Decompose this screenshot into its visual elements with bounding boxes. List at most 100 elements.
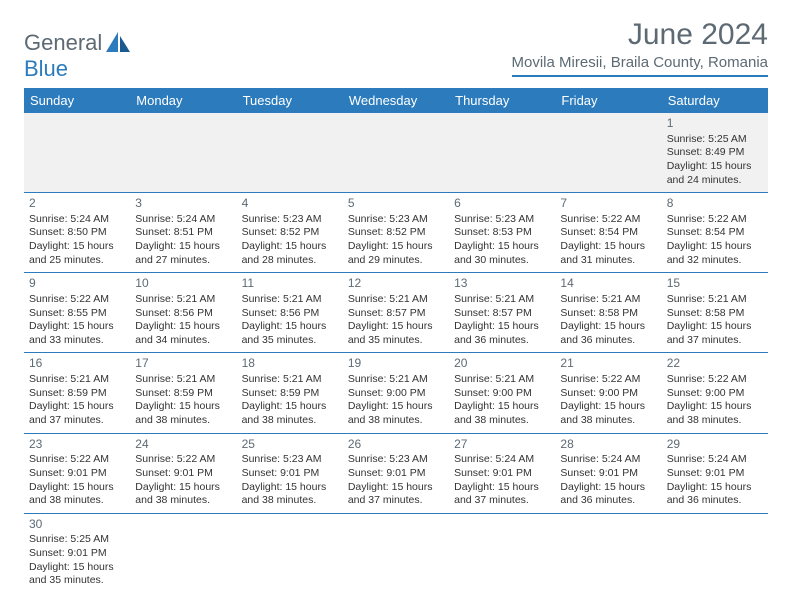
calendar-cell: 30Sunrise: 5:25 AMSunset: 9:01 PMDayligh… [24, 513, 130, 593]
calendar-cell: 28Sunrise: 5:24 AMSunset: 9:01 PMDayligh… [555, 433, 661, 513]
day-info-line: and 24 minutes. [667, 174, 763, 188]
day-info-line: Sunrise: 5:21 AM [454, 293, 550, 307]
day-number: 27 [454, 437, 550, 453]
day-info-line: Sunrise: 5:24 AM [560, 453, 656, 467]
day-info: Sunrise: 5:21 AMSunset: 9:00 PMDaylight:… [348, 373, 444, 428]
calendar-cell: 27Sunrise: 5:24 AMSunset: 9:01 PMDayligh… [449, 433, 555, 513]
day-info-line: Sunset: 9:00 PM [348, 387, 444, 401]
weekday-header: Thursday [449, 88, 555, 113]
day-number: 2 [29, 196, 125, 212]
day-number: 23 [29, 437, 125, 453]
day-info-line: Sunset: 8:56 PM [135, 307, 231, 321]
day-number: 29 [667, 437, 763, 453]
calendar-cell: 25Sunrise: 5:23 AMSunset: 9:01 PMDayligh… [237, 433, 343, 513]
day-info-line: and 35 minutes. [348, 334, 444, 348]
calendar-cell: 3Sunrise: 5:24 AMSunset: 8:51 PMDaylight… [130, 193, 236, 273]
calendar-cell [343, 513, 449, 593]
calendar-table: Sunday Monday Tuesday Wednesday Thursday… [24, 88, 768, 593]
day-info-line: Sunrise: 5:21 AM [348, 373, 444, 387]
day-info: Sunrise: 5:21 AMSunset: 8:57 PMDaylight:… [348, 293, 444, 348]
calendar-cell [24, 113, 130, 193]
day-info-line: and 38 minutes. [135, 414, 231, 428]
location-label: Movila Miresii, Braila County, Romania [512, 54, 768, 77]
day-info-line: Sunrise: 5:23 AM [454, 213, 550, 227]
day-number: 24 [135, 437, 231, 453]
day-number: 18 [242, 356, 338, 372]
calendar-cell [130, 513, 236, 593]
day-info-line: Daylight: 15 hours [29, 320, 125, 334]
day-info-line: Daylight: 15 hours [667, 400, 763, 414]
day-info-line: Sunrise: 5:21 AM [135, 373, 231, 387]
day-info: Sunrise: 5:23 AMSunset: 9:01 PMDaylight:… [348, 453, 444, 508]
calendar-cell [237, 513, 343, 593]
day-info-line: Sunrise: 5:25 AM [29, 533, 125, 547]
day-info-line: Sunrise: 5:22 AM [560, 373, 656, 387]
day-info-line: Daylight: 15 hours [29, 400, 125, 414]
day-info-line: and 38 minutes. [135, 494, 231, 508]
day-info-line: and 36 minutes. [454, 334, 550, 348]
day-info-line: and 29 minutes. [348, 254, 444, 268]
day-info-line: Sunrise: 5:25 AM [667, 133, 763, 147]
day-info-line: Daylight: 15 hours [29, 561, 125, 575]
calendar-cell: 8Sunrise: 5:22 AMSunset: 8:54 PMDaylight… [662, 193, 768, 273]
day-info: Sunrise: 5:21 AMSunset: 8:59 PMDaylight:… [242, 373, 338, 428]
day-info-line: Sunrise: 5:24 AM [29, 213, 125, 227]
calendar-cell: 2Sunrise: 5:24 AMSunset: 8:50 PMDaylight… [24, 193, 130, 273]
day-info-line: Sunrise: 5:23 AM [242, 453, 338, 467]
weekday-header: Saturday [662, 88, 768, 113]
day-number: 25 [242, 437, 338, 453]
calendar-row: 23Sunrise: 5:22 AM Sunset: 9:01 PM Dayligh… [24, 433, 768, 513]
calendar-cell: 12Sunrise: 5:21 AMSunset: 8:57 PMDayligh… [343, 273, 449, 353]
day-info-line: and 37 minutes. [667, 334, 763, 348]
calendar-cell: 22Sunrise: 5:22 AMSunset: 9:00 PMDayligh… [662, 353, 768, 433]
day-number: 19 [348, 356, 444, 372]
day-info-line: Sunrise: 5:24 AM [454, 453, 550, 467]
day-number: 17 [135, 356, 231, 372]
day-info-line: and 28 minutes. [242, 254, 338, 268]
day-info-line: Sunrise: 5:22 AM [667, 213, 763, 227]
day-info-line: Sunrise: 5:21 AM [454, 373, 550, 387]
day-info: Sunrise: 5:22 AMSunset: 8:54 PMDaylight:… [667, 213, 763, 268]
day-info-line: Sunset: 9:01 PM [667, 467, 763, 481]
day-number: 22 [667, 356, 763, 372]
day-info-line: Sunrise: 5:21 AM [242, 293, 338, 307]
day-number: 30 [29, 517, 125, 533]
calendar-cell: 9Sunrise: 5:22 AMSunset: 8:55 PMDaylight… [24, 273, 130, 353]
day-info-line: Sunset: 8:54 PM [560, 226, 656, 240]
sail-icon [104, 30, 134, 59]
day-info-line: Sunrise: 5:21 AM [348, 293, 444, 307]
day-number: 3 [135, 196, 231, 212]
calendar-cell: 13Sunrise: 5:21 AMSunset: 8:57 PMDayligh… [449, 273, 555, 353]
weekday-header: Sunday [24, 88, 130, 113]
day-info: Sunrise: 5:24 AMSunset: 9:01 PMDaylight:… [667, 453, 763, 508]
calendar-cell [449, 113, 555, 193]
day-info-line: Sunrise: 5:21 AM [242, 373, 338, 387]
day-info-line: Daylight: 15 hours [560, 240, 656, 254]
day-info-line: and 35 minutes. [29, 574, 125, 588]
logo-text: General Blue [24, 30, 102, 82]
day-info-line: Sunset: 8:52 PM [242, 226, 338, 240]
day-info-line: Daylight: 15 hours [560, 481, 656, 495]
day-info-line: Sunrise: 5:22 AM [29, 453, 125, 467]
day-info-line: Sunset: 8:54 PM [667, 226, 763, 240]
day-info-line: and 33 minutes. [29, 334, 125, 348]
calendar-cell: 7Sunrise: 5:22 AMSunset: 8:54 PMDaylight… [555, 193, 661, 273]
day-info-line: and 32 minutes. [667, 254, 763, 268]
day-info-line: Sunset: 9:01 PM [242, 467, 338, 481]
calendar-cell [343, 113, 449, 193]
day-info-line: Daylight: 15 hours [454, 320, 550, 334]
calendar-cell: 24Sunrise: 5:22 AMSunset: 9:01 PMDayligh… [130, 433, 236, 513]
day-info-line: Sunrise: 5:23 AM [242, 213, 338, 227]
day-number: 10 [135, 276, 231, 292]
day-number: 14 [560, 276, 656, 292]
day-info-line: Sunset: 9:01 PM [135, 467, 231, 481]
calendar-cell [555, 113, 661, 193]
day-number: 15 [667, 276, 763, 292]
day-info-line: and 38 minutes. [29, 494, 125, 508]
weekday-header: Wednesday [343, 88, 449, 113]
day-info-line: Daylight: 15 hours [560, 320, 656, 334]
day-info-line: Sunset: 8:59 PM [135, 387, 231, 401]
day-info: Sunrise: 5:25 AMSunset: 8:49 PMDaylight:… [667, 133, 763, 188]
calendar-cell: 11Sunrise: 5:21 AMSunset: 8:56 PMDayligh… [237, 273, 343, 353]
calendar-cell: 6Sunrise: 5:23 AMSunset: 8:53 PMDaylight… [449, 193, 555, 273]
